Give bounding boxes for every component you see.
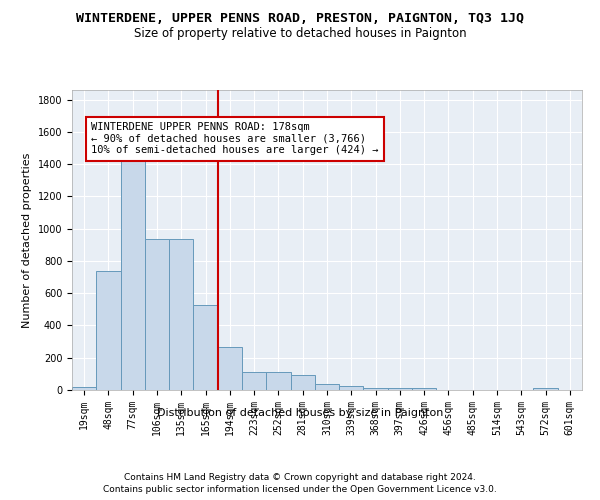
- Bar: [72, 387, 96, 390]
- Bar: [96, 270, 121, 390]
- Bar: [266, 372, 290, 390]
- Bar: [193, 304, 218, 390]
- Bar: [121, 161, 145, 390]
- Bar: [412, 388, 436, 390]
- Text: WINTERDENE, UPPER PENNS ROAD, PRESTON, PAIGNTON, TQ3 1JQ: WINTERDENE, UPPER PENNS ROAD, PRESTON, P…: [76, 12, 524, 26]
- Text: Contains HM Land Registry data © Crown copyright and database right 2024.: Contains HM Land Registry data © Crown c…: [124, 472, 476, 482]
- Bar: [242, 372, 266, 390]
- Bar: [339, 386, 364, 390]
- Bar: [290, 376, 315, 390]
- Y-axis label: Number of detached properties: Number of detached properties: [22, 152, 32, 328]
- Bar: [364, 388, 388, 390]
- Bar: [218, 348, 242, 390]
- Bar: [145, 239, 169, 390]
- Bar: [533, 388, 558, 390]
- Text: Contains public sector information licensed under the Open Government Licence v3: Contains public sector information licen…: [103, 485, 497, 494]
- Text: WINTERDENE UPPER PENNS ROAD: 178sqm
← 90% of detached houses are smaller (3,766): WINTERDENE UPPER PENNS ROAD: 178sqm ← 90…: [91, 122, 379, 156]
- Bar: [169, 239, 193, 390]
- Text: Distribution of detached houses by size in Paignton: Distribution of detached houses by size …: [157, 408, 443, 418]
- Bar: [315, 384, 339, 390]
- Text: Size of property relative to detached houses in Paignton: Size of property relative to detached ho…: [134, 28, 466, 40]
- Bar: [388, 388, 412, 390]
